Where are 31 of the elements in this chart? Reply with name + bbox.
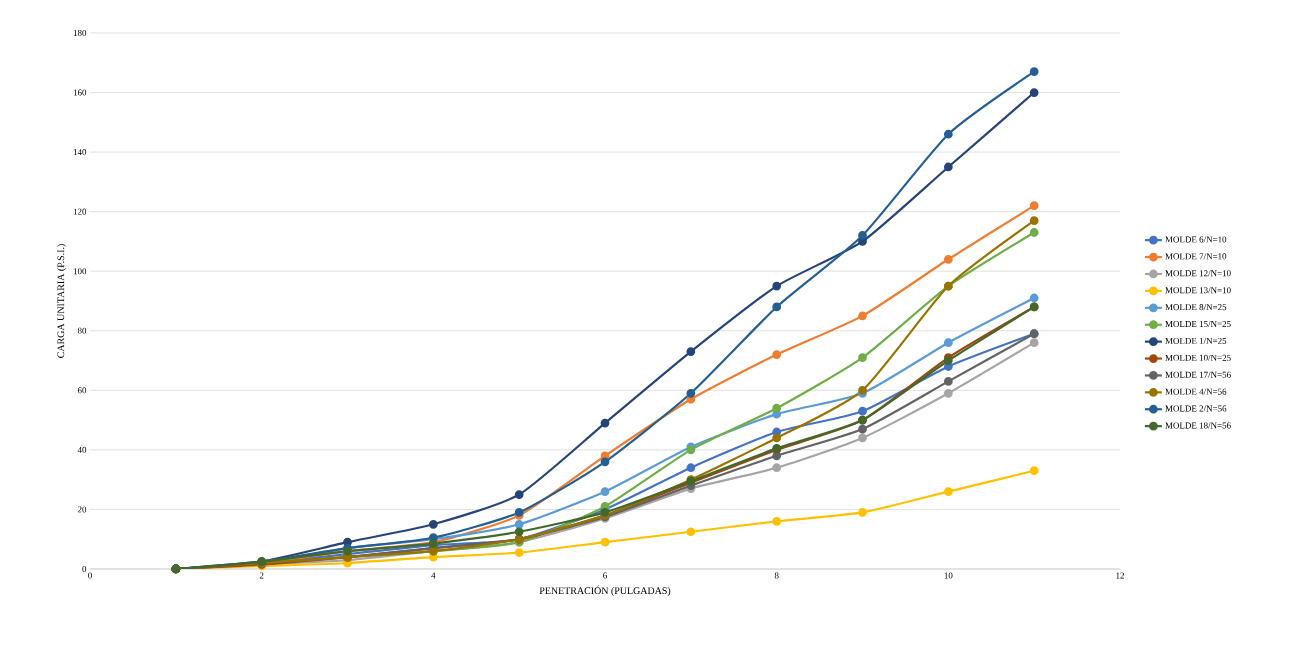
- legend-label: MOLDE 17/N=56: [1165, 371, 1231, 378]
- x-tick-label: 2: [259, 572, 264, 579]
- y-tick-label: 120: [73, 208, 87, 215]
- legend-label: MOLDE 18/N=56: [1165, 422, 1231, 429]
- y-tick-label: 20: [77, 506, 87, 513]
- y-tick-label: 40: [77, 446, 87, 453]
- y-tick-label: 160: [73, 89, 87, 96]
- x-tick-label: 4: [431, 572, 436, 579]
- y-axis-title: CARGA UNITARIA (P.S.I.): [57, 244, 67, 358]
- legend-label: MOLDE 2/N=56: [1165, 405, 1227, 412]
- legend-label: MOLDE 1/N=25: [1165, 337, 1227, 344]
- y-tick-label: 100: [73, 268, 87, 275]
- y-tick-label: 60: [77, 387, 87, 394]
- y-tick-label: 180: [73, 29, 87, 37]
- legend-label: MOLDE 4/N=56: [1165, 388, 1227, 395]
- legend-label: MOLDE 8/N=25: [1165, 304, 1227, 311]
- x-tick-label: 10: [944, 572, 953, 579]
- legend-label: MOLDE 10/N=25: [1165, 354, 1231, 361]
- y-tick-label: 140: [73, 149, 87, 156]
- legend-label: MOLDE 13/N=10: [1165, 287, 1231, 294]
- legend-label: MOLDE 6/N=10: [1165, 236, 1227, 243]
- legend-label: MOLDE 7/N=10: [1165, 253, 1227, 260]
- y-tick-label: 80: [77, 327, 87, 334]
- x-axis-title: PENETRACIÓN (PULGADAS): [539, 585, 671, 597]
- legend-label: MOLDE 12/N=10: [1165, 270, 1231, 277]
- x-tick-label: 8: [774, 572, 779, 579]
- x-tick-label: 6: [603, 572, 607, 579]
- legend-label: MOLDE 15/N=25: [1165, 321, 1231, 328]
- x-tick-label: 12: [1116, 572, 1124, 579]
- y-tick-label: 0: [82, 565, 87, 573]
- x-tick-label: 0: [88, 572, 92, 579]
